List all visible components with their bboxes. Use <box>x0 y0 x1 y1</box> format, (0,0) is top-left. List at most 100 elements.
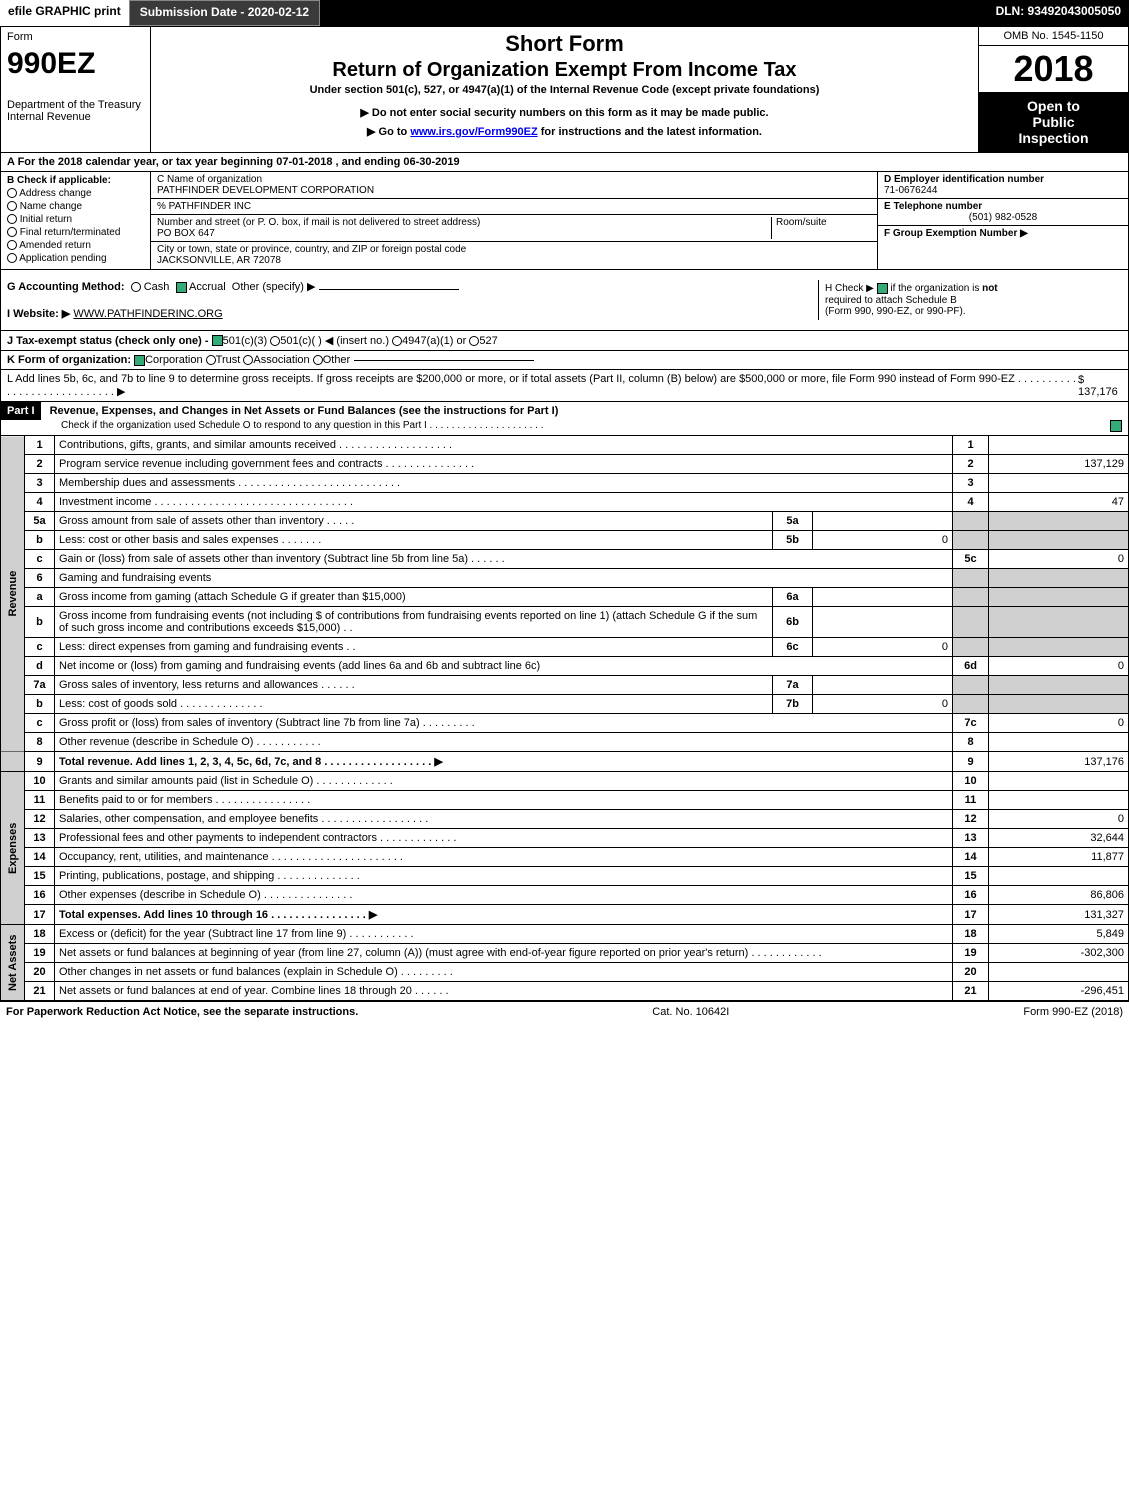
l21-n: 21 <box>25 982 55 1001</box>
pct-label: % PATHFINDER INC <box>157 201 871 212</box>
k-other-chk[interactable] <box>313 355 323 365</box>
chk-pending[interactable]: Application pending <box>7 253 144 264</box>
chk-final[interactable]: Final return/terminated <box>7 227 144 238</box>
other-input[interactable] <box>319 289 459 290</box>
l20-v <box>989 963 1129 982</box>
l6-grey2 <box>989 569 1129 588</box>
l4-d: Investment income . . . . . . . . . . . … <box>55 493 953 512</box>
l8-n: 8 <box>25 733 55 752</box>
l5c-n: c <box>25 550 55 569</box>
calyear-begin: 07-01-2018 <box>276 156 332 168</box>
l6a-d: Gross income from gaming (attach Schedul… <box>55 588 773 607</box>
part1-label: Part I <box>1 402 41 420</box>
part1-sub-text: Check if the organization used Schedule … <box>61 420 543 432</box>
part1-schedo-chk[interactable] <box>1110 420 1122 432</box>
cash-radio[interactable] <box>131 282 141 292</box>
l13-v: 32,644 <box>989 829 1129 848</box>
l14-v: 11,877 <box>989 848 1129 867</box>
ssn-note: ▶ Do not enter social security numbers o… <box>157 106 972 119</box>
footer-left: For Paperwork Reduction Act Notice, see … <box>6 1006 358 1018</box>
line-14: 14 Occupancy, rent, utilities, and maint… <box>1 848 1129 867</box>
omb-number: OMB No. 1545-1150 <box>979 27 1128 46</box>
part1-header: Part I Revenue, Expenses, and Changes in… <box>0 402 1129 436</box>
line-11: 11 Benefits paid to or for members . . .… <box>1 791 1129 810</box>
k-assoc-chk[interactable] <box>243 355 253 365</box>
l10-c: 10 <box>953 772 989 791</box>
line-7c: c Gross profit or (loss) from sales of i… <box>1 714 1129 733</box>
l5a-grey2 <box>989 512 1129 531</box>
l15-v <box>989 867 1129 886</box>
l6a-grey2 <box>989 588 1129 607</box>
l4-v: 47 <box>989 493 1129 512</box>
d-ein-block: D Employer identification number 71-0676… <box>878 172 1128 199</box>
l7a-n: 7a <box>25 676 55 695</box>
chk-amended[interactable]: Amended return <box>7 240 144 251</box>
l8-c: 8 <box>953 733 989 752</box>
g-label: G Accounting Method: <box>7 281 125 293</box>
h-checkbox[interactable] <box>877 283 888 294</box>
k-row: K Form of organization: Corporation Trus… <box>0 351 1129 370</box>
b-title: B Check if applicable: <box>7 175 144 186</box>
l10-v <box>989 772 1129 791</box>
l8-d: Other revenue (describe in Schedule O) .… <box>55 733 953 752</box>
l5b-n: b <box>25 531 55 550</box>
l18-n: 18 <box>25 925 55 944</box>
l6-d: Gaming and fundraising events <box>55 569 953 588</box>
j-527-chk[interactable] <box>469 336 479 346</box>
k-corp-chk[interactable] <box>134 355 145 366</box>
chk-initial[interactable]: Initial return <box>7 214 144 225</box>
chk-name-label: Name change <box>20 201 82 212</box>
l-text: L Add lines 5b, 6c, and 7b to line 9 to … <box>7 373 1078 398</box>
accrual-checkbox[interactable] <box>176 282 187 293</box>
l5c-c: 5c <box>953 550 989 569</box>
accrual-label: Accrual <box>189 281 226 293</box>
chk-name[interactable]: Name change <box>7 201 144 212</box>
e-tel-block: E Telephone number (501) 982-0528 <box>878 199 1128 226</box>
l7b-d: Less: cost of goods sold . . . . . . . .… <box>55 695 773 714</box>
l20-n: 20 <box>25 963 55 982</box>
l7c-d: Gross profit or (loss) from sales of inv… <box>55 714 953 733</box>
l7c-v: 0 <box>989 714 1129 733</box>
line-21: 21 Net assets or fund balances at end of… <box>1 982 1129 1001</box>
l17-d: Total expenses. Add lines 10 through 16 … <box>55 905 953 925</box>
f-grp-block: F Group Exemption Number ▶ <box>878 226 1128 241</box>
calendar-year-row: A For the 2018 calendar year, or tax yea… <box>0 153 1129 172</box>
l16-n: 16 <box>25 886 55 905</box>
k-trust-chk[interactable] <box>206 355 216 365</box>
l21-d: Net assets or fund balances at end of ye… <box>55 982 953 1001</box>
c-label: C Name of organization <box>157 174 871 185</box>
return-title: Return of Organization Exempt From Incom… <box>157 59 972 82</box>
l11-c: 11 <box>953 791 989 810</box>
website-val[interactable]: WWW.PATHFINDERINC.ORG <box>73 308 222 320</box>
j-o1: 501(c)(3) <box>223 335 268 347</box>
l3-n: 3 <box>25 474 55 493</box>
l6a-grey1 <box>953 588 989 607</box>
calyear-mid: , and ending <box>332 156 403 168</box>
l19-c: 19 <box>953 944 989 963</box>
header-center: Short Form Return of Organization Exempt… <box>151 27 978 152</box>
l12-d: Salaries, other compensation, and employ… <box>55 810 953 829</box>
col-c: C Name of organization PATHFINDER DEVELO… <box>151 172 878 269</box>
l13-d: Professional fees and other payments to … <box>55 829 953 848</box>
l7a-sc: 7a <box>773 676 813 695</box>
line-6d: d Net income or (loss) from gaming and f… <box>1 657 1129 676</box>
l6b-d: Gross income from fundraising events (no… <box>55 607 773 638</box>
j-o3: 4947(a)(1) or <box>402 335 466 347</box>
l6d-d: Net income or (loss) from gaming and fun… <box>55 657 953 676</box>
chk-final-label: Final return/terminated <box>20 227 121 238</box>
short-form-title: Short Form <box>157 31 972 57</box>
l17-c: 17 <box>953 905 989 925</box>
irs-link[interactable]: www.irs.gov/Form990EZ <box>410 126 537 138</box>
l6a-sc: 6a <box>773 588 813 607</box>
l6c-grey2 <box>989 638 1129 657</box>
j-501c-chk[interactable] <box>270 336 280 346</box>
lines-table: Revenue 1 Contributions, gifts, grants, … <box>0 436 1129 1001</box>
col-d: D Employer identification number 71-0676… <box>878 172 1128 269</box>
l6a-n: a <box>25 588 55 607</box>
chk-address[interactable]: Address change <box>7 188 144 199</box>
j-4947-chk[interactable] <box>392 336 402 346</box>
open3: Inspection <box>983 130 1124 146</box>
k-other-input[interactable] <box>354 360 534 361</box>
part1-sub: Check if the organization used Schedule … <box>1 420 1128 435</box>
j-501c3-chk[interactable] <box>212 335 223 346</box>
